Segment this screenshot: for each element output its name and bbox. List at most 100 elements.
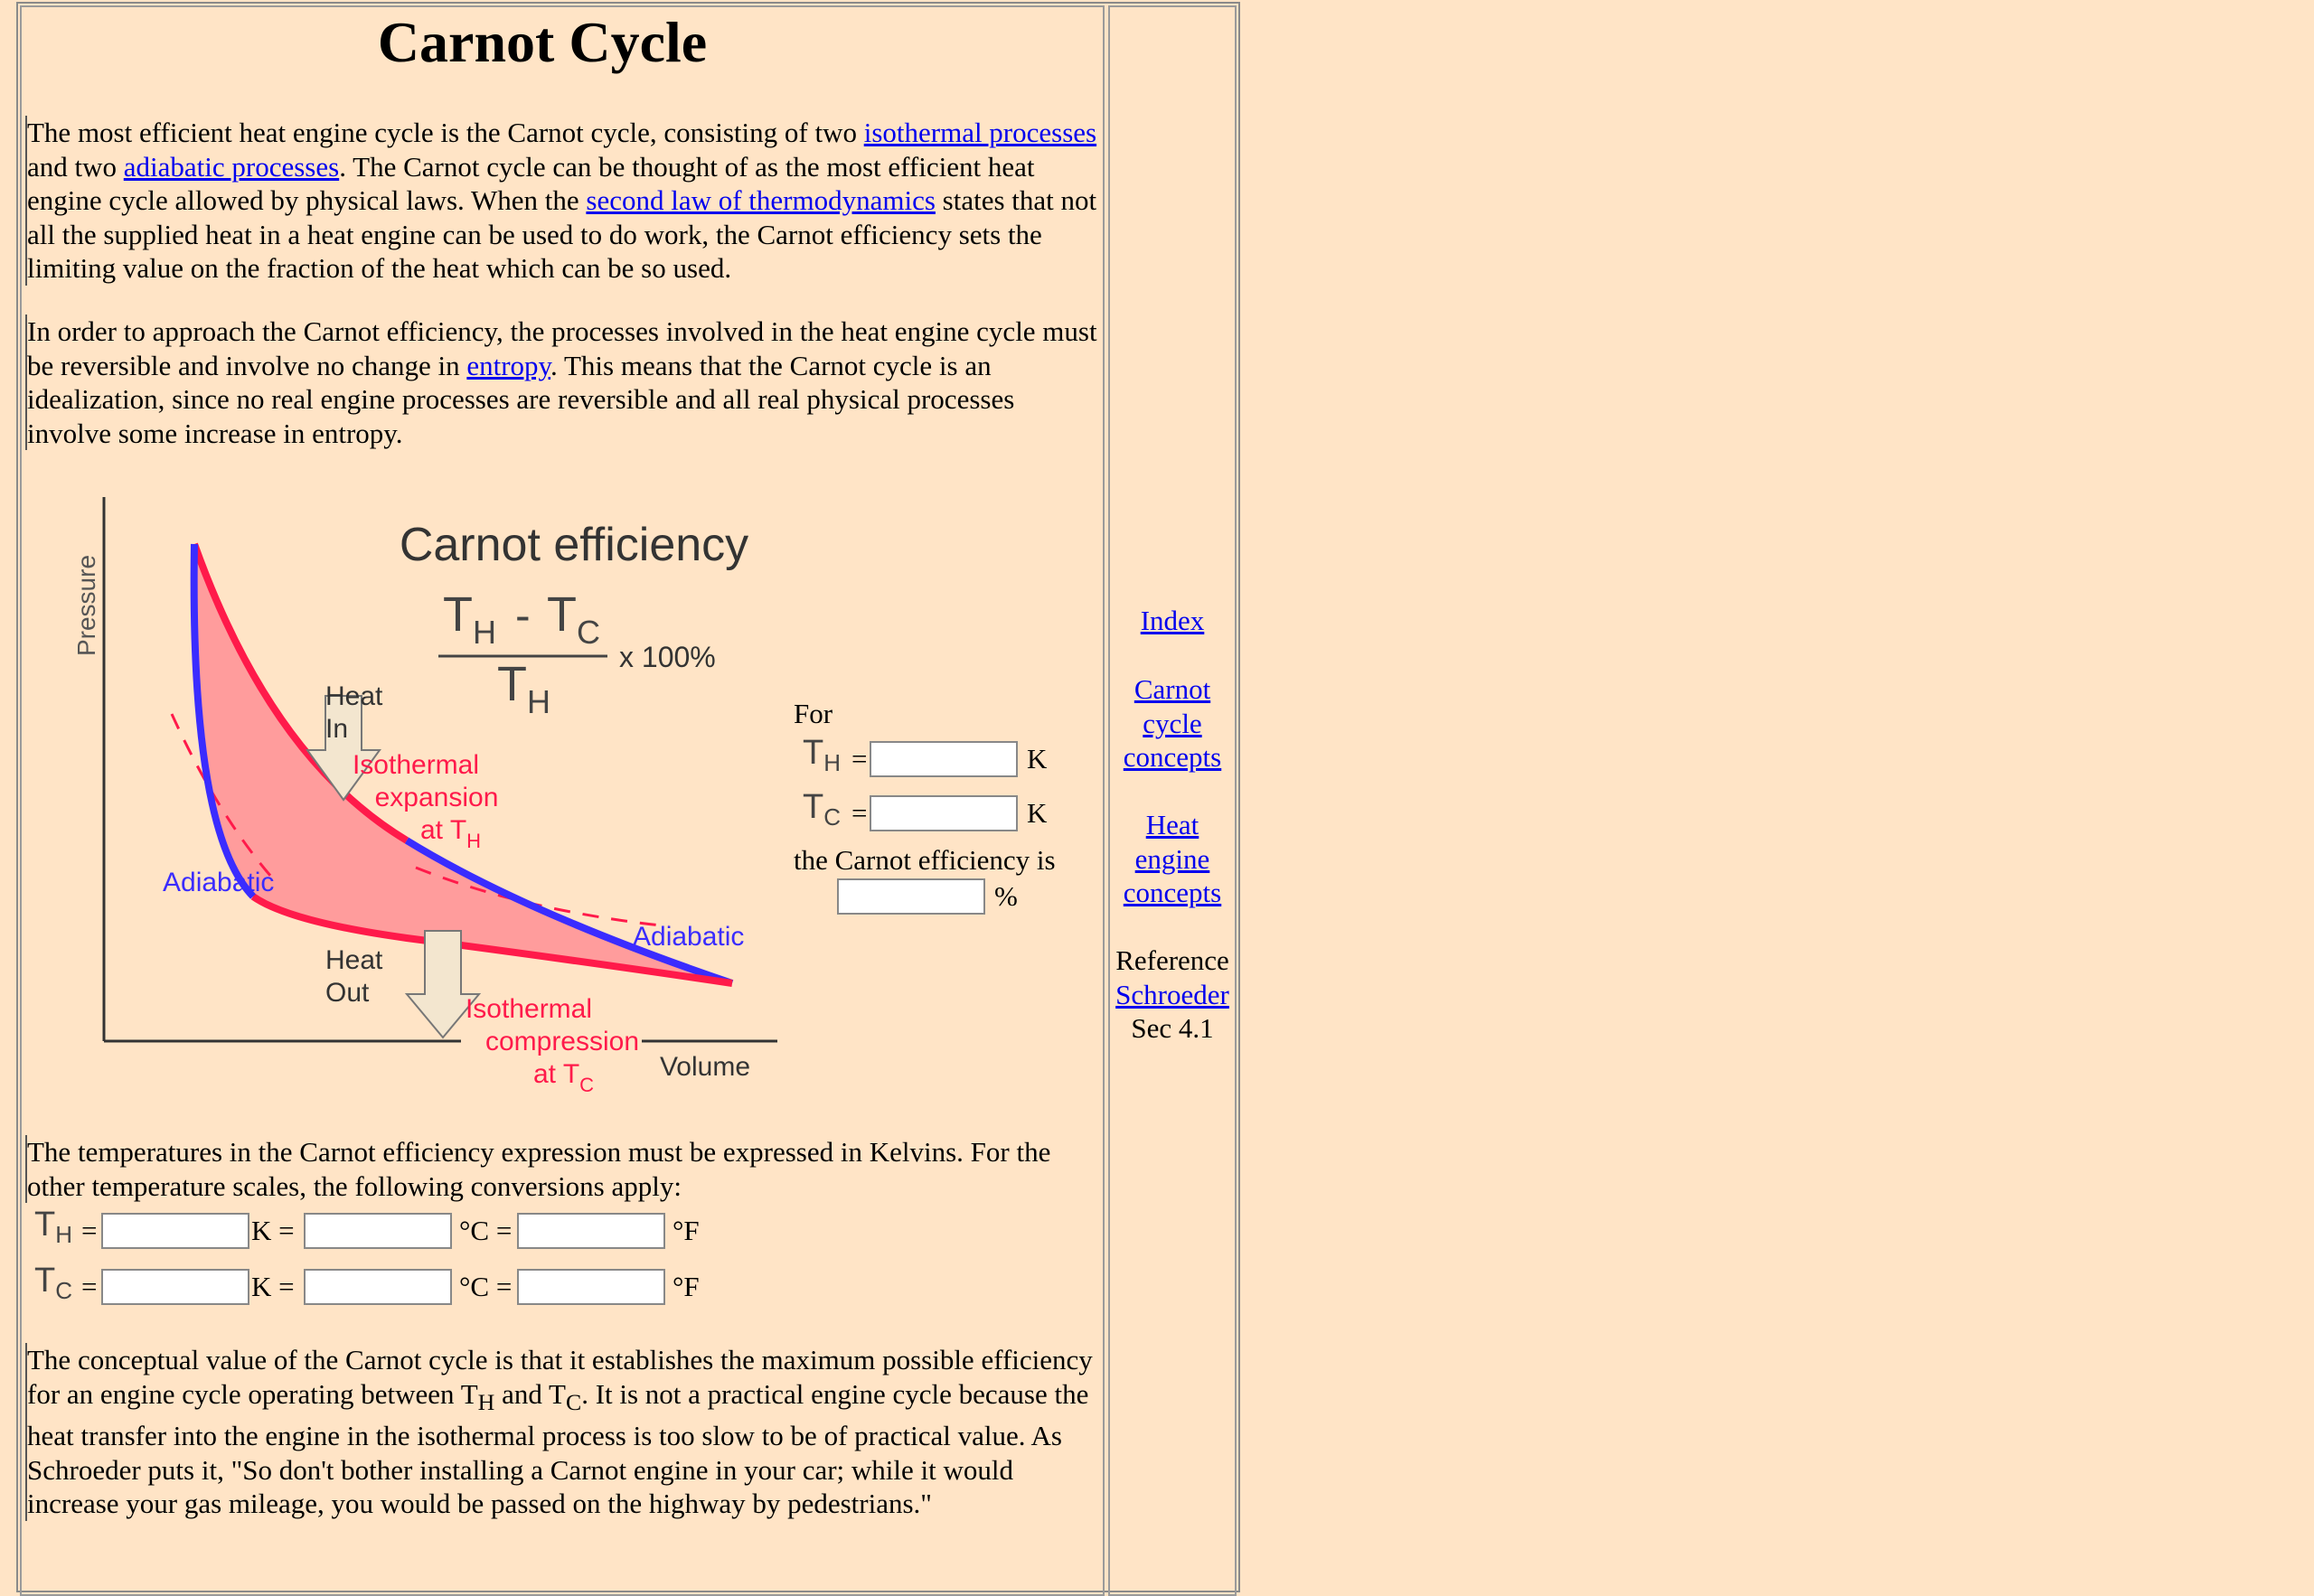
- heat-in-arrow-icon: [306, 695, 381, 802]
- tc-fahrenheit-input[interactable]: [517, 1269, 665, 1305]
- second-law-link[interactable]: second law of thermodynamics: [586, 184, 936, 216]
- sidebar-item-heat-engine-concepts: Heat engine concepts: [1108, 808, 1237, 910]
- equals-sign: =: [851, 743, 868, 775]
- equals-sign: =: [851, 797, 868, 829]
- tc-kelvin-convert-input[interactable]: [101, 1269, 249, 1305]
- link-line: Carnot: [1133, 673, 1211, 705]
- th-kelvin-convert-input[interactable]: [101, 1213, 249, 1249]
- cycle-work-area: [193, 544, 733, 983]
- link-line: cycle: [1143, 707, 1202, 739]
- formula-symbol: T: [497, 657, 527, 711]
- th-celsius-input[interactable]: [304, 1213, 452, 1249]
- heat-in-label: Heat: [325, 681, 383, 711]
- intro-text: states that not all the supplied heat in…: [27, 184, 1097, 284]
- th-symbol: TH: [34, 1206, 72, 1249]
- kelvin-equals-label: K =: [251, 1215, 295, 1246]
- link-line: Heat: [1145, 809, 1199, 840]
- link-line: engine: [1134, 842, 1210, 875]
- schroeder-link[interactable]: Schroeder: [1115, 978, 1229, 1010]
- x-axis-label: Volume: [660, 1052, 750, 1082]
- intro-text: The most efficient heat engine cycle is …: [27, 117, 864, 148]
- carnot-cycle-diagram: Pressure Volume Carnot efficiency TH - T…: [72, 497, 777, 1096]
- link-line: concepts: [1123, 741, 1222, 773]
- th-unit-label: K: [1027, 743, 1048, 775]
- tc-celsius-input[interactable]: [304, 1269, 452, 1305]
- label-subscript: H: [466, 830, 481, 852]
- isothermal-compression-label: Isothermal: [466, 994, 592, 1024]
- th-kelvin-input[interactable]: [870, 741, 1018, 777]
- page-title: Carnot Cycle: [377, 10, 708, 74]
- y-axis-label: Pressure: [72, 555, 100, 656]
- formula-subscript: C: [577, 614, 600, 651]
- subscript: C: [565, 1388, 582, 1415]
- heat-out-arrow-icon: [404, 930, 482, 1039]
- formula-symbol: T: [547, 587, 577, 642]
- tc-symbol: TC: [34, 1262, 72, 1305]
- label-text: at T: [420, 815, 466, 845]
- symbol-letter: T: [34, 1206, 56, 1244]
- formula-minus: -: [515, 590, 531, 641]
- formula-subscript: H: [527, 683, 550, 720]
- sidebar-item-carnot-concepts: Carnot cycle concepts: [1108, 672, 1237, 775]
- isothermal-expansion-curve: [191, 542, 409, 844]
- th-fahrenheit-input[interactable]: [517, 1213, 665, 1249]
- symbol-subscript: C: [55, 1277, 72, 1304]
- symbol-letter: T: [34, 1262, 56, 1300]
- isothermal-expansion-label: expansion: [375, 783, 499, 812]
- formula-denominator: TH: [497, 657, 550, 720]
- heat-out-label: Out: [325, 978, 370, 1008]
- conclusion-text: The conceptual value of the Carnot cycle…: [27, 1344, 1093, 1410]
- formula-subscript: H: [473, 614, 496, 651]
- link-line: concepts: [1123, 877, 1222, 908]
- conclusion-text: . It is not a practical engine cycle bec…: [27, 1377, 1089, 1520]
- symbol-letter: T: [803, 788, 824, 826]
- celsius-equals-label: °C =: [459, 1215, 513, 1246]
- celsius-equals-label: °C =: [459, 1271, 513, 1302]
- entropy-link[interactable]: entropy: [466, 349, 551, 381]
- intro-text: . This means that the Carnot cycle is an…: [27, 349, 1015, 449]
- intro-text: . The Carnot cycle can be thought of as …: [27, 150, 1035, 217]
- adiabatic-link[interactable]: adiabatic processes: [123, 150, 340, 183]
- intro-paragraph-1: The most efficient heat engine cycle is …: [25, 116, 1103, 286]
- intro-text: and two: [27, 150, 124, 183]
- efficiency-heading: Carnot efficiency: [400, 519, 748, 571]
- th-symbol: TH: [803, 734, 841, 777]
- adiabatic-compression-curve: [190, 543, 256, 899]
- symbol-subscript: C: [823, 803, 841, 831]
- intro-paragraph-2: In order to approach the Carnot efficien…: [25, 315, 1103, 450]
- intro-text: In order to approach the Carnot efficien…: [27, 315, 1097, 381]
- heat-engine-concepts-link[interactable]: Heat engine concepts: [1124, 809, 1221, 908]
- efficiency-result-label: the Carnot efficiency is: [794, 844, 1056, 876]
- label-subscript: C: [579, 1074, 594, 1096]
- percent-unit-label: %: [994, 880, 1018, 912]
- sidebar-reference: Reference Schroeder Sec 4.1: [1108, 944, 1237, 1046]
- label-text: at T: [533, 1059, 579, 1089]
- kelvin-equals-label: K =: [251, 1271, 295, 1302]
- isothermal-link[interactable]: isothermal processes: [863, 117, 1097, 148]
- reference-section: Sec 4.1: [1131, 1012, 1214, 1044]
- index-link[interactable]: Index: [1140, 605, 1205, 636]
- efficiency-output[interactable]: [837, 878, 985, 915]
- isothermal-expansion-label: Isothermal: [353, 750, 479, 780]
- tc-kelvin-input[interactable]: [870, 795, 1018, 831]
- fahrenheit-unit-label: °F: [673, 1271, 700, 1302]
- formula-th: TH: [443, 587, 496, 651]
- subscript: H: [477, 1388, 495, 1415]
- carnot-concepts-link[interactable]: Carnot cycle concepts: [1124, 673, 1221, 773]
- conversion-intro: The temperatures in the Carnot efficienc…: [25, 1135, 1103, 1203]
- symbol-subscript: H: [55, 1221, 72, 1248]
- reference-label: Reference: [1115, 944, 1229, 976]
- adiabatic-right-label: Adiabatic: [633, 922, 744, 952]
- isothermal-compression-label: compression: [485, 1027, 639, 1056]
- isotherm-extension: [170, 713, 273, 878]
- tc-symbol: TC: [803, 788, 841, 831]
- sidebar-item-index: Index: [1108, 604, 1237, 638]
- adiabatic-left-label: Adiabatic: [163, 868, 274, 897]
- isothermal-compression-label: at TC: [533, 1059, 594, 1096]
- isothermal-expansion-label: at TH: [420, 815, 481, 852]
- equals-sign: =: [81, 1271, 98, 1302]
- formula-tc: TC: [547, 587, 600, 651]
- symbol-subscript: H: [823, 749, 841, 776]
- calculator-for-label: For: [794, 698, 833, 729]
- tc-unit-label: K: [1027, 797, 1048, 829]
